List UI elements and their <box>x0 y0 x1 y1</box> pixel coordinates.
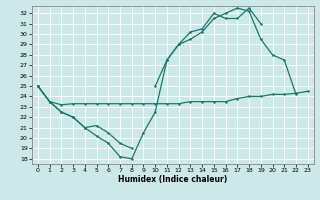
X-axis label: Humidex (Indice chaleur): Humidex (Indice chaleur) <box>118 175 228 184</box>
